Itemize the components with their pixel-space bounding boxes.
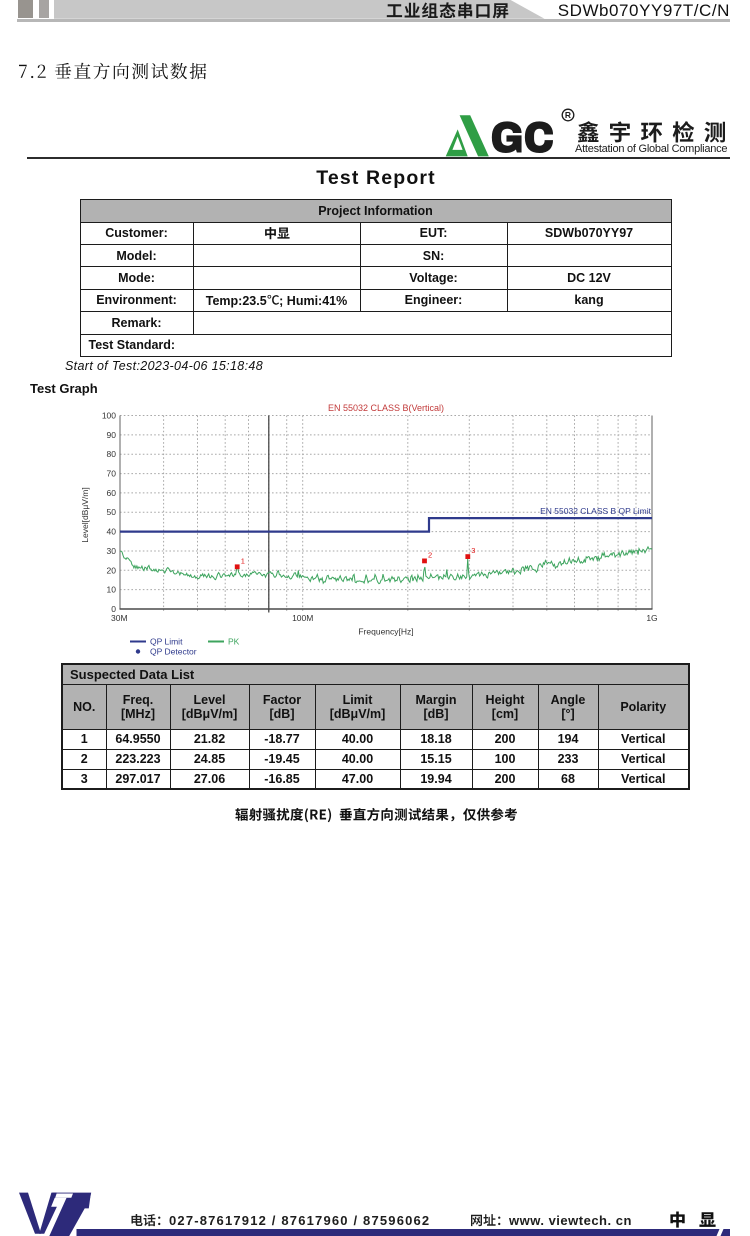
svg-text:30M: 30M — [111, 613, 128, 623]
svg-text:100: 100 — [102, 411, 116, 421]
svg-text:Frequency[Hz]: Frequency[Hz] — [358, 627, 413, 637]
svg-text:R: R — [565, 110, 571, 120]
svg-text:QP Limit: QP Limit — [150, 637, 183, 647]
svg-text:70: 70 — [107, 469, 117, 479]
svg-text:EN 55032 CLASS B(Vertical): EN 55032 CLASS B(Vertical) — [328, 403, 444, 413]
svg-text:1: 1 — [241, 556, 245, 565]
svg-text:0: 0 — [111, 604, 116, 614]
svg-text:10: 10 — [107, 585, 117, 595]
svg-text:2: 2 — [428, 550, 432, 559]
svg-text:PK: PK — [228, 637, 240, 647]
svg-text:QP Detector: QP Detector — [150, 647, 197, 657]
svg-text:1G: 1G — [646, 613, 657, 623]
svg-text:100M: 100M — [292, 613, 313, 623]
svg-text:EN 55032 CLASS B QP Limit: EN 55032 CLASS B QP Limit — [540, 506, 652, 516]
svg-text:90: 90 — [107, 430, 117, 440]
svg-text:Level[dBμV/m]: Level[dBμV/m] — [80, 487, 90, 542]
svg-text:80: 80 — [107, 449, 117, 459]
svg-text:3: 3 — [471, 546, 475, 555]
svg-text:40: 40 — [107, 527, 117, 537]
svg-text:60: 60 — [107, 488, 117, 498]
svg-text:30: 30 — [107, 546, 117, 556]
svg-text:50: 50 — [107, 507, 117, 517]
svg-text:20: 20 — [107, 565, 117, 575]
